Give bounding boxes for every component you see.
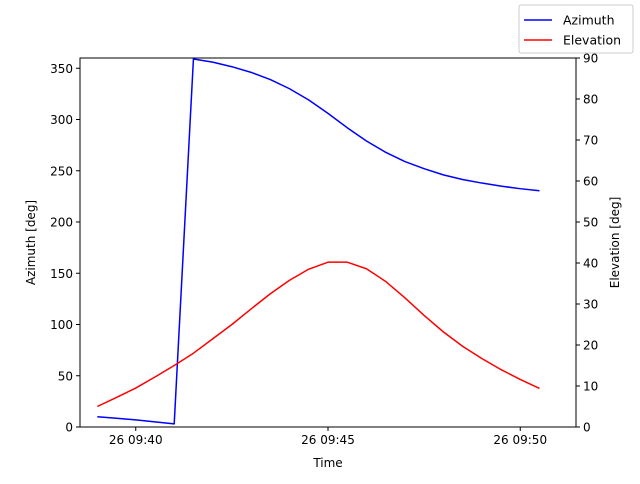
y-left-tick-label: 0 <box>65 421 73 435</box>
y-right-tick-label: 20 <box>583 339 598 353</box>
y-right-tick-label: 40 <box>583 257 598 271</box>
y-left-tick-label: 100 <box>50 318 73 332</box>
y-right-tick-label: 0 <box>583 421 591 435</box>
y-right-tick-label: 10 <box>583 380 598 394</box>
x-tick-label: 26 09:50 <box>493 433 547 447</box>
y-left-tick-label: 150 <box>50 267 73 281</box>
y-right-axis-ticks: 0 10 20 30 40 50 60 70 80 90 <box>576 52 598 435</box>
x-axis-ticks: 26 09:40 26 09:45 26 09:50 <box>109 427 547 447</box>
legend-label-elevation: Elevation <box>563 33 621 48</box>
y-right-tick-label: 30 <box>583 298 598 312</box>
series-line-elevation <box>96 261 540 408</box>
y-right-tick-label: 60 <box>583 175 598 189</box>
y-right-tick-label: 50 <box>583 216 598 230</box>
legend-label-azimuth: Azimuth <box>563 13 615 28</box>
x-tick-label: 26 09:40 <box>109 433 163 447</box>
y-right-tick-label: 80 <box>583 93 598 107</box>
y-left-axis-label: Azimuth [deg] <box>24 200 38 285</box>
y-left-axis-ticks: 0 50 100 150 200 250 300 350 <box>50 62 80 435</box>
x-axis-label: Time <box>312 456 342 470</box>
series-layer <box>96 58 540 425</box>
y-left-tick-label: 350 <box>50 62 73 76</box>
y-right-axis-label: Elevation [deg] <box>608 197 622 289</box>
y-left-tick-label: 200 <box>50 216 73 230</box>
legend-box <box>518 4 634 54</box>
y-right-tick-label: 70 <box>583 134 598 148</box>
y-left-tick-label: 50 <box>58 369 73 383</box>
series-line-azimuth <box>97 58 540 425</box>
x-tick-label: 26 09:45 <box>301 433 355 447</box>
y-right-tick-label: 90 <box>583 52 598 66</box>
y-left-tick-label: 300 <box>50 113 73 127</box>
y-left-tick-label: 250 <box>50 164 73 178</box>
legend: Azimuth Elevation <box>518 4 634 54</box>
